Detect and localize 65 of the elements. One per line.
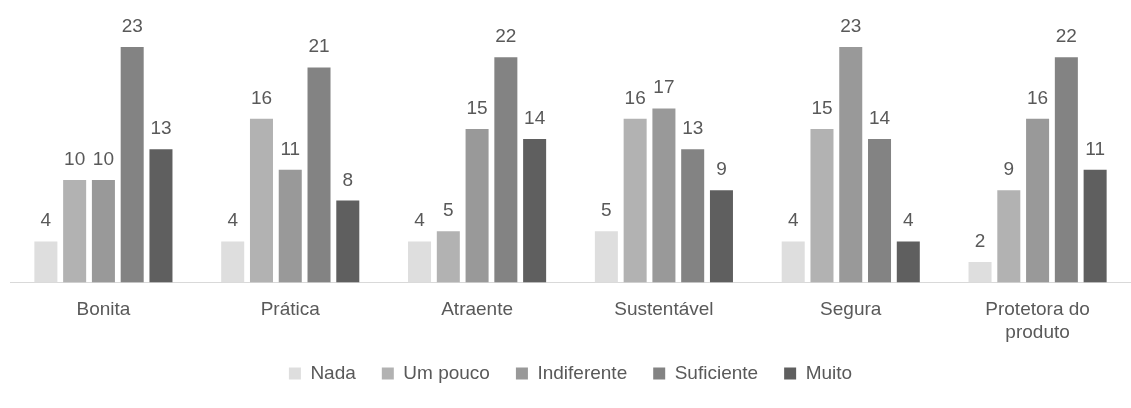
bar	[249, 118, 273, 283]
bar	[1054, 57, 1078, 283]
data-label: 22	[495, 25, 517, 47]
data-label: 15	[811, 96, 833, 118]
data-label: 5	[601, 199, 612, 221]
data-label: 4	[414, 209, 426, 231]
x-tick-label: Protetora do produto	[985, 298, 1090, 342]
bar	[523, 139, 547, 283]
bar	[868, 139, 892, 283]
data-label: 10	[64, 148, 86, 170]
bar	[896, 241, 920, 283]
legend-label: Nada	[310, 361, 357, 383]
bar	[91, 180, 115, 283]
bar	[681, 149, 705, 283]
data-label: 21	[308, 35, 330, 57]
bar	[839, 47, 863, 283]
bar	[997, 190, 1021, 283]
data-label: 13	[150, 117, 172, 139]
data-label: 13	[682, 117, 704, 139]
data-label: 4	[40, 209, 52, 231]
bar	[149, 149, 173, 283]
data-label: 10	[92, 148, 114, 170]
bar	[810, 128, 834, 283]
data-label: 9	[1003, 158, 1015, 180]
x-tick-label: Atraente	[441, 298, 513, 320]
bar	[709, 190, 733, 283]
data-label: 4	[787, 209, 799, 231]
data-label: 14	[524, 107, 546, 129]
bar	[652, 108, 676, 283]
bar	[494, 57, 518, 283]
data-label: 15	[466, 96, 488, 118]
x-tick-label: Prática	[260, 298, 321, 320]
data-label: 11	[1085, 137, 1105, 159]
data-label: 22	[1055, 25, 1077, 47]
bar	[623, 118, 647, 283]
data-label: 16	[624, 86, 646, 108]
x-tick-label: Bonita	[76, 298, 131, 320]
bar	[436, 231, 460, 283]
bar	[1083, 169, 1107, 283]
data-label: 23	[121, 15, 143, 36]
x-tick-label: Sustentável	[614, 298, 714, 320]
bar	[278, 169, 302, 283]
data-label: 2	[974, 229, 986, 251]
bar	[120, 47, 144, 283]
legend-label: Um pouco	[403, 361, 490, 383]
bar	[307, 67, 331, 283]
data-label: 17	[653, 76, 675, 98]
data-label: 9	[716, 158, 727, 180]
data-label: 4	[903, 209, 915, 231]
legend-label: Indiferente	[537, 361, 628, 383]
bar	[336, 200, 360, 283]
data-label: 23	[840, 15, 862, 36]
bar	[63, 180, 87, 283]
legend-label: Suficiente	[674, 361, 759, 383]
data-label: 8	[342, 168, 354, 190]
bar	[465, 128, 489, 283]
bar	[1026, 118, 1050, 283]
data-label: 4	[227, 209, 239, 231]
data-label: 11	[280, 137, 301, 159]
data-label: 16	[250, 86, 273, 108]
data-label: 14	[868, 107, 891, 129]
data-label: 5	[443, 199, 454, 221]
x-tick-label: Segura	[820, 298, 882, 320]
legend-label: Muito	[805, 361, 853, 383]
data-label: 16	[1027, 86, 1049, 108]
